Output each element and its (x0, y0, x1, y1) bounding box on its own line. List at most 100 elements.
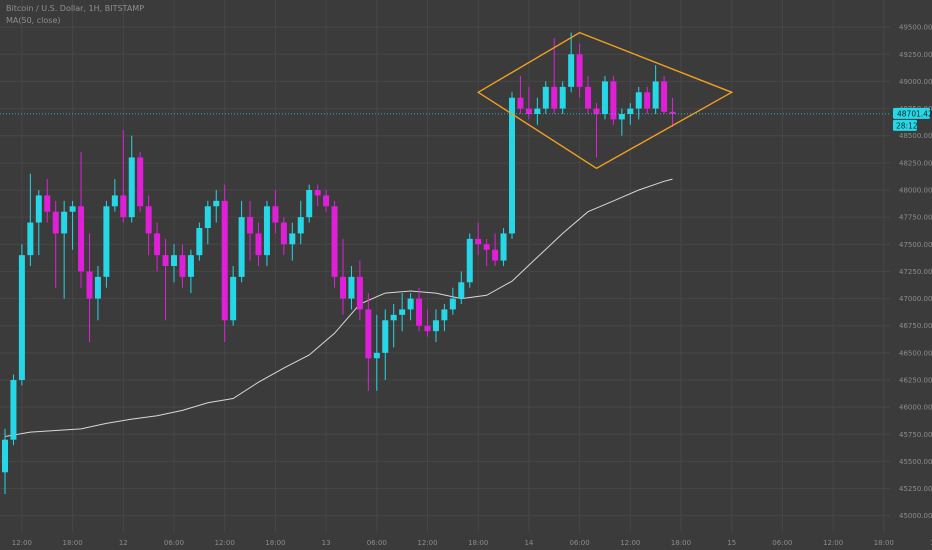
candle-body (466, 238, 473, 283)
price-axis[interactable]: 49500.0049250.0049000.0048750.0048500.00… (899, 24, 932, 521)
candle-body (593, 108, 600, 114)
x-tick-label: 15 (727, 539, 736, 547)
price-badge-value: 48701.42 (897, 109, 932, 118)
candle-body (441, 309, 448, 321)
candle-body (551, 86, 558, 109)
candle-body (568, 54, 575, 87)
candle-body (669, 111, 676, 114)
candle-body (263, 206, 270, 256)
price-badge: 48701.42 28:12 (893, 107, 932, 131)
x-tick-label: 14 (524, 539, 533, 547)
candle-body (78, 206, 85, 272)
candle-body (483, 244, 490, 250)
candle-body (61, 211, 68, 234)
x-tick-label: 12 (119, 539, 128, 547)
candle-body (559, 86, 566, 109)
candle-body (86, 271, 93, 299)
x-tick-label: 18:00 (671, 539, 691, 547)
countdown-badge-bg (893, 119, 917, 131)
candle-body (297, 217, 304, 234)
candle-body (179, 255, 186, 277)
x-tick-label: 18:00 (468, 539, 488, 547)
candle-body (365, 309, 372, 359)
candle-body (145, 206, 152, 234)
grid (0, 0, 890, 532)
candle-body (306, 190, 313, 218)
candle-body (618, 114, 625, 120)
y-tick-label: 49250.00 (899, 51, 932, 59)
x-tick-label: 18:00 (265, 539, 285, 547)
candle-body (627, 108, 634, 114)
candle-body (128, 157, 135, 218)
candle-body (424, 325, 431, 332)
y-tick-label: 45000.00 (899, 512, 932, 520)
candle-body (492, 249, 499, 261)
candle-body (111, 195, 118, 207)
candle-body (10, 380, 17, 440)
candle-body (458, 282, 465, 299)
candle-body (644, 92, 651, 109)
candle-body (120, 195, 127, 218)
x-tick-label: 06:00 (367, 539, 387, 547)
candle-body (52, 211, 59, 234)
candle-body (69, 206, 76, 212)
candle-body (221, 200, 228, 321)
y-tick-label: 46000.00 (899, 404, 932, 412)
y-tick-label: 48000.00 (899, 187, 932, 195)
candle-body (187, 255, 194, 277)
y-tick-label: 48250.00 (899, 159, 932, 167)
diamond-pattern[interactable] (476, 31, 734, 170)
candle-body (475, 238, 482, 245)
y-tick-label: 47000.00 (899, 295, 932, 303)
candle-body (94, 276, 101, 299)
x-tick-label: 06:00 (772, 539, 792, 547)
candle-body (356, 276, 363, 310)
y-tick-label: 47500.00 (899, 241, 932, 249)
candle-body (500, 233, 507, 261)
candle-body (171, 255, 177, 266)
candle-body (390, 314, 397, 321)
candle-body (542, 86, 549, 109)
candle-body (255, 233, 262, 256)
y-tick-label: 46250.00 (899, 377, 932, 385)
x-tick-label: 06:00 (164, 539, 184, 547)
candle-body (196, 228, 203, 256)
moving-average-layer (4, 178, 673, 437)
x-tick-label: 16 (930, 539, 932, 547)
candle-body (204, 206, 211, 228)
x-tick-label: 12:00 (417, 539, 437, 547)
symbol-line: Bitcoin / U.S. Dollar, 1H, BITSTAMP (6, 4, 145, 13)
y-tick-label: 49000.00 (899, 78, 932, 86)
candle-body (449, 298, 456, 310)
x-tick-label: 13 (322, 539, 331, 547)
price-badge-bg (893, 107, 930, 119)
candle-body (314, 190, 321, 196)
candle-body (154, 233, 161, 256)
x-tick-label: 06:00 (570, 539, 590, 547)
candle-body (103, 206, 110, 277)
candle-body (18, 255, 25, 380)
candle-body (534, 108, 541, 114)
candle-body (35, 195, 42, 223)
candle-body (635, 92, 642, 109)
time-axis[interactable]: 12:00 18:00 12 06:00 12:00 18:00 13 06:00 12:00 1… (12, 539, 932, 547)
candle-body (610, 81, 617, 120)
x-tick-label: 12:00 (823, 539, 843, 547)
candle-body (399, 309, 406, 315)
y-tick-label: 46750.00 (899, 322, 932, 330)
candle-body (247, 217, 254, 234)
candle-body (323, 195, 330, 207)
candle-body (373, 352, 380, 359)
x-tick-label: 12:00 (215, 539, 235, 547)
candle-body (27, 222, 34, 256)
candle-body (162, 255, 169, 266)
countdown-value: 28:12 (896, 121, 918, 130)
candle-body (340, 276, 346, 299)
y-tick-label: 45250.00 (899, 485, 932, 493)
y-tick-label: 46500.00 (899, 349, 932, 357)
y-tick-label: 45500.00 (899, 458, 932, 466)
candle-body (238, 217, 245, 277)
candle-body (2, 439, 8, 473)
